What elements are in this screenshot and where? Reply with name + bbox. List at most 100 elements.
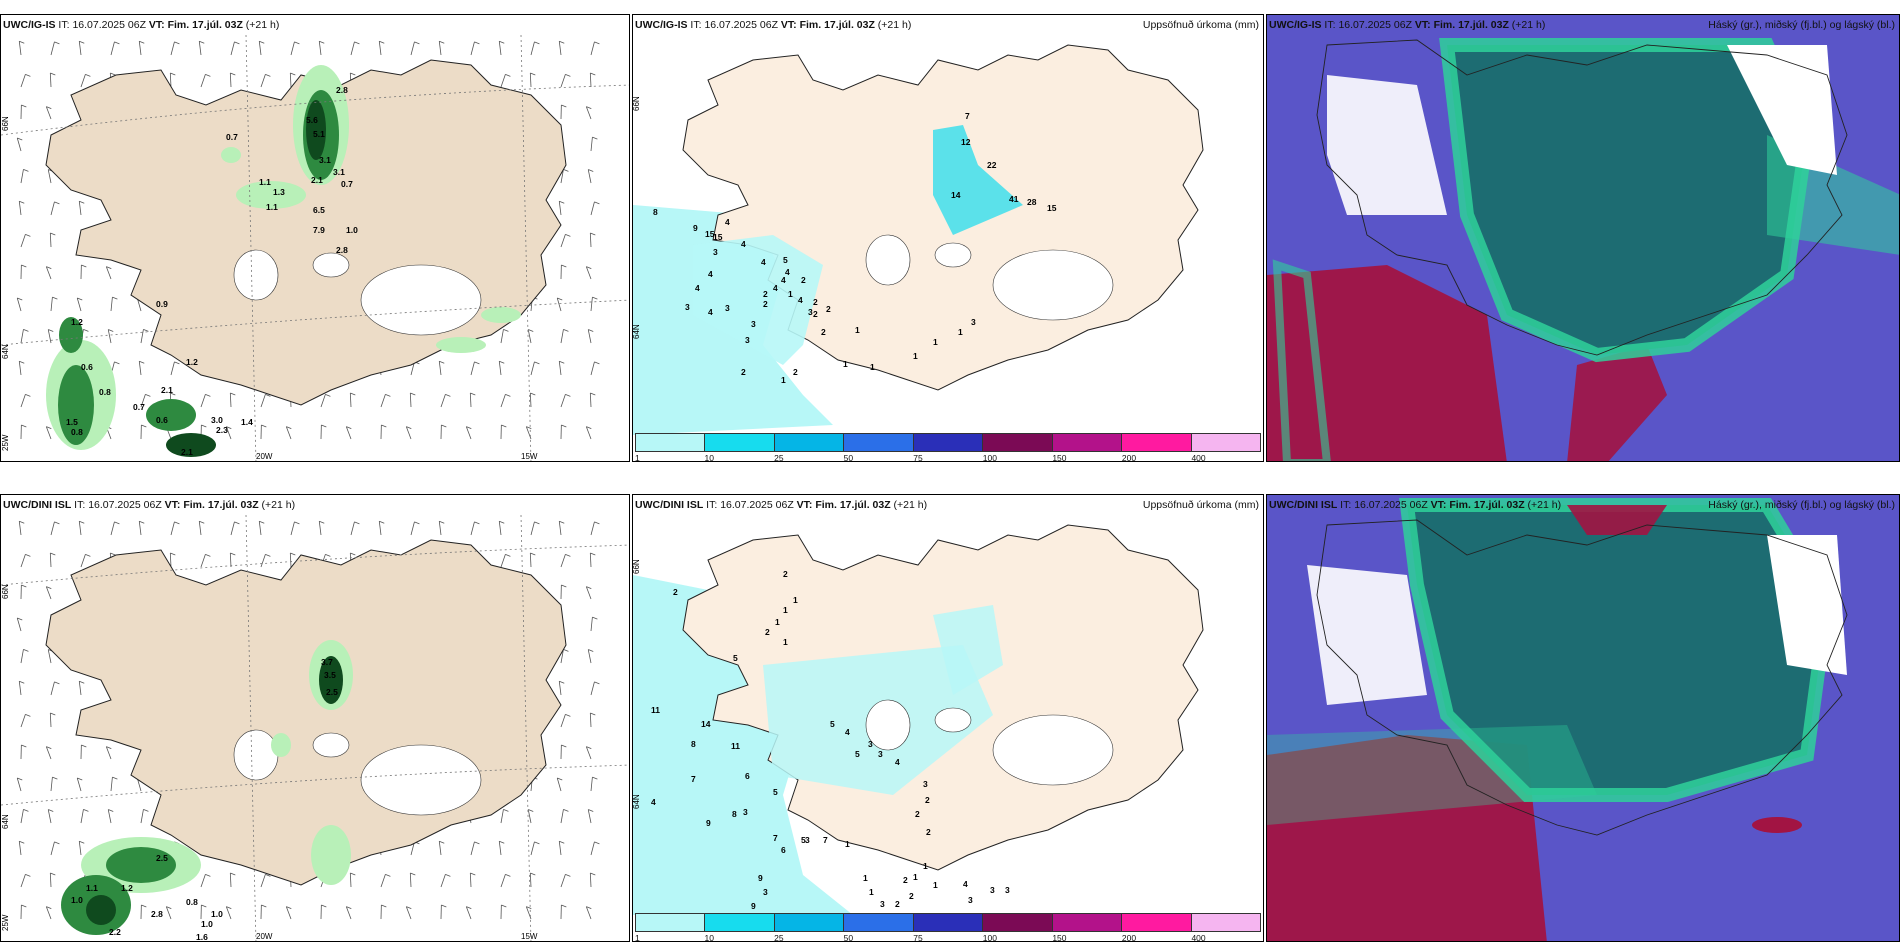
wind-barb xyxy=(590,361,595,376)
wind-barb-flag xyxy=(294,521,300,525)
wind-barb xyxy=(110,777,113,792)
row-2: UWC/DINI ISL IT: 16.07.2025 06Z VT: Fim.… xyxy=(0,480,1900,950)
wind-barb-flag xyxy=(286,906,292,910)
wind-barb-flag xyxy=(594,521,600,525)
wind-barb-flag xyxy=(594,201,600,205)
wind-barb-flag xyxy=(565,554,571,557)
wind-barb xyxy=(80,554,86,568)
wind-barb-flag xyxy=(261,904,267,908)
wind-barb-flag xyxy=(592,296,598,300)
wind-barb xyxy=(587,809,592,824)
snow-blob xyxy=(221,147,241,163)
wind-barb-flag xyxy=(48,809,54,812)
panel-header: UWC/IG-IS IT: 16.07.2025 06Z VT: Fim. 17… xyxy=(1269,19,1546,31)
value-label: 3 xyxy=(685,302,690,312)
wind-barb-flag xyxy=(565,234,571,237)
wind-barb-flag xyxy=(290,72,296,76)
wind-barb xyxy=(80,809,84,824)
wind-barb xyxy=(230,41,235,56)
wind-barb-flag xyxy=(54,841,60,845)
value-label: 15 xyxy=(1047,203,1057,213)
wind-barb xyxy=(500,394,506,408)
wind-barb-flag xyxy=(25,554,31,557)
wind-barb-flag xyxy=(586,746,592,750)
wind-barb-flag xyxy=(112,296,118,300)
wind-barb-flag xyxy=(54,521,60,525)
wind-barb-flag xyxy=(470,872,476,876)
value-label: 1 xyxy=(843,359,848,369)
colorbar-bin xyxy=(1052,434,1123,451)
colorbar-bin xyxy=(774,914,845,931)
wind-barb-flag xyxy=(592,776,598,780)
precip-map-row1[interactable]: UWC/IG-IS IT: 16.07.2025 06Z VT: Fim. 17… xyxy=(632,14,1264,462)
wind-barb xyxy=(585,426,592,440)
cloud-map-row1[interactable]: UWC/IG-IS IT: 16.07.2025 06Z VT: Fim. 17… xyxy=(1266,14,1900,462)
value-label: 2 xyxy=(763,299,768,309)
wind-barb xyxy=(49,73,52,88)
value-label: 3.1 xyxy=(319,155,331,165)
wind-barb xyxy=(20,874,26,888)
wind-barb xyxy=(558,521,562,536)
wind-barb-flag xyxy=(110,552,116,556)
wind-barb xyxy=(49,553,52,568)
wind-barb-flag xyxy=(586,266,592,270)
wind-barb xyxy=(345,426,352,440)
wind-barb-flag xyxy=(46,906,52,910)
wind-barb-flag xyxy=(530,392,536,396)
value-label: 3 xyxy=(968,895,973,905)
wind-snow-map-row1[interactable]: UWC/IG-IS IT: 16.07.2025 06Z VT: Fim. 17… xyxy=(0,14,630,462)
wind-barb xyxy=(50,777,53,792)
wind-barb-flag xyxy=(439,520,445,524)
value-label: 2 xyxy=(801,275,806,285)
wind-barb xyxy=(230,521,235,536)
wind-barb xyxy=(530,841,535,856)
wind-barb-flag xyxy=(319,520,325,524)
wind-barb-flag xyxy=(139,40,145,44)
wind-barb xyxy=(20,554,26,568)
wind-barb-flag xyxy=(526,906,532,910)
wind-barb xyxy=(200,874,206,888)
wind-barb-flag xyxy=(590,712,596,716)
value-label: 1 xyxy=(933,337,938,347)
wind-barb xyxy=(590,681,595,696)
wind-barb xyxy=(405,906,412,920)
wind-barb-flag xyxy=(534,521,540,525)
colorbar-bin xyxy=(1052,914,1123,931)
wind-barb-flag xyxy=(406,906,412,910)
wind-barb xyxy=(45,266,52,280)
wind-barb xyxy=(438,41,442,56)
value-label: 6 xyxy=(781,845,786,855)
wind-barb xyxy=(78,521,82,536)
wind-barb xyxy=(20,809,24,824)
precip-map-row2[interactable]: UWC/DINI ISL IT: 16.07.2025 06Z VT: Fim.… xyxy=(632,494,1264,942)
wind-barb-flag xyxy=(346,426,352,430)
wind-barb xyxy=(410,41,415,56)
wind-barb-flag xyxy=(441,904,447,908)
wind-barb-flag xyxy=(25,74,31,77)
panel-header: UWC/DINI ISL IT: 16.07.2025 06Z VT: Fim.… xyxy=(3,499,296,511)
wind-barb xyxy=(350,521,355,536)
wind-barb-flag xyxy=(141,424,147,428)
wind-barb-flag xyxy=(54,681,60,685)
wind-barb-flag xyxy=(586,586,592,590)
value-label: 3 xyxy=(878,749,883,759)
wind-barb xyxy=(527,329,532,344)
wind-barb-flag xyxy=(499,360,505,364)
value-label: 0.8 xyxy=(99,387,111,397)
wind-barb-flag xyxy=(50,72,56,76)
wind-barb-flag xyxy=(385,874,391,877)
row-1: UWC/IG-IS IT: 16.07.2025 06Z VT: Fim. 17… xyxy=(0,14,1900,462)
wind-barb-flag xyxy=(559,40,565,44)
colorbar-bin xyxy=(913,434,984,451)
wind-barb-flag xyxy=(174,521,180,525)
wind-barb-flag xyxy=(474,841,480,845)
value-label: 4 xyxy=(845,727,850,737)
wind-barb-flag xyxy=(25,874,31,877)
wind-snow-map-row2[interactable]: UWC/DINI ISL IT: 16.07.2025 06Z VT: Fim.… xyxy=(0,494,630,942)
wind-barb-flag xyxy=(588,169,594,172)
wind-barb-flag xyxy=(46,266,52,270)
wind-barb-flag xyxy=(594,41,600,45)
value-label: 8 xyxy=(653,207,658,217)
value-label: 7.9 xyxy=(313,225,325,235)
cloud-map-row2[interactable]: UWC/DINI ISL IT: 16.07.2025 06Z VT: Fim.… xyxy=(1266,494,1900,942)
